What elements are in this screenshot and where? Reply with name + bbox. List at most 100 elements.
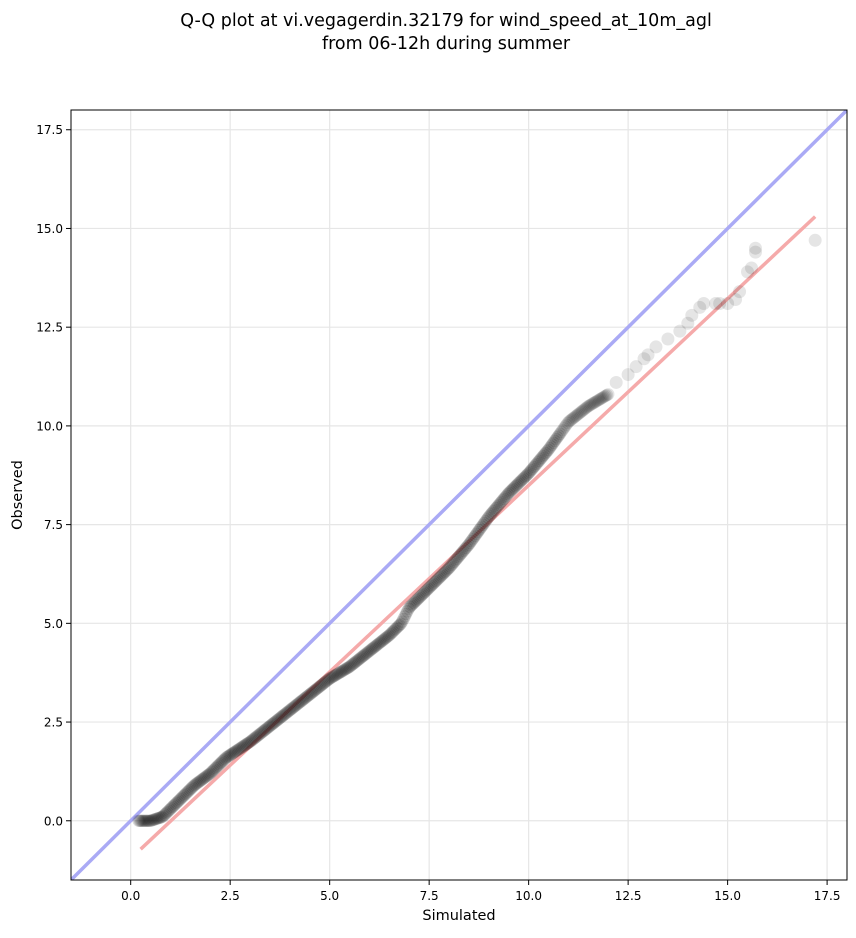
qq-point bbox=[560, 418, 573, 431]
qq-point bbox=[347, 657, 361, 670]
y-tick-label: 7.5 bbox=[44, 518, 63, 532]
qq-point bbox=[273, 712, 286, 725]
qq-point bbox=[514, 474, 528, 488]
qq-point bbox=[437, 566, 451, 580]
qq-point bbox=[492, 498, 505, 512]
qq-point bbox=[500, 489, 513, 502]
qq-point bbox=[448, 555, 461, 568]
qq-point bbox=[282, 704, 295, 718]
qq-point bbox=[453, 549, 466, 562]
qq-point bbox=[368, 640, 381, 653]
qq-point bbox=[491, 500, 504, 513]
qq-point bbox=[573, 406, 586, 420]
qq-point bbox=[227, 746, 241, 759]
qq-point bbox=[363, 644, 376, 658]
qq-point bbox=[515, 473, 529, 486]
qq-point bbox=[367, 641, 380, 655]
qq-point bbox=[222, 749, 235, 763]
qq-point bbox=[595, 391, 608, 405]
qq-point bbox=[234, 742, 247, 755]
qq-point bbox=[239, 738, 252, 751]
qq-point bbox=[155, 810, 169, 824]
qq-point bbox=[441, 563, 454, 576]
y-tick-label: 0.0 bbox=[44, 814, 63, 828]
qq-point bbox=[526, 462, 539, 475]
qq-point bbox=[577, 403, 590, 417]
x-tick-label: 17.5 bbox=[814, 889, 841, 903]
qq-point bbox=[380, 631, 393, 644]
qq-point bbox=[337, 664, 350, 677]
qq-point bbox=[586, 397, 599, 410]
qq-point bbox=[568, 411, 581, 424]
qq-point bbox=[150, 812, 164, 825]
qq-point bbox=[384, 627, 397, 641]
qq-point bbox=[342, 661, 355, 674]
qq-point bbox=[527, 460, 541, 474]
qq-point bbox=[402, 602, 415, 615]
qq-point bbox=[364, 643, 378, 657]
qq-point bbox=[183, 783, 196, 797]
qq-point bbox=[583, 398, 597, 412]
qq-point bbox=[598, 390, 611, 403]
qq-point bbox=[221, 750, 234, 764]
qq-point bbox=[566, 412, 580, 425]
qq-point bbox=[195, 773, 208, 787]
qq-point bbox=[372, 637, 385, 650]
qq-point bbox=[359, 647, 372, 661]
qq-point bbox=[466, 533, 479, 546]
qq-point bbox=[226, 747, 239, 760]
qq-point bbox=[540, 445, 554, 458]
qq-point bbox=[440, 564, 453, 577]
qq-point bbox=[406, 598, 419, 611]
qq-point bbox=[142, 814, 156, 827]
chart-subtitle: from 06-12h during summer bbox=[322, 34, 571, 54]
qq-point bbox=[145, 814, 158, 827]
y-tick-label: 17.5 bbox=[36, 123, 63, 137]
qq-point bbox=[355, 650, 368, 664]
qq-point bbox=[575, 404, 589, 418]
qq-point bbox=[405, 599, 418, 612]
qq-point bbox=[141, 814, 154, 827]
qq-point bbox=[681, 316, 695, 330]
qq-point bbox=[474, 522, 487, 535]
qq-point bbox=[629, 360, 643, 374]
qq-point bbox=[189, 777, 203, 791]
qq-point bbox=[382, 629, 396, 642]
qq-point bbox=[346, 658, 359, 671]
qq-point bbox=[564, 414, 577, 427]
qq-point bbox=[535, 451, 548, 464]
qq-point bbox=[358, 648, 371, 662]
qq-point bbox=[341, 661, 354, 675]
qq-point bbox=[132, 814, 145, 827]
qq-point bbox=[281, 706, 294, 719]
qq-point bbox=[321, 673, 334, 687]
qq-point bbox=[392, 620, 405, 633]
qq-point bbox=[502, 486, 516, 499]
qq-point bbox=[545, 438, 559, 451]
qq-point bbox=[335, 664, 349, 678]
qq-point bbox=[574, 405, 588, 419]
qq-point bbox=[393, 618, 406, 632]
qq-point bbox=[266, 717, 280, 730]
qq-point bbox=[457, 544, 470, 558]
qq-point bbox=[517, 472, 530, 485]
qq-point bbox=[390, 621, 404, 634]
qq-point bbox=[512, 477, 525, 490]
qq-point bbox=[509, 480, 522, 493]
qq-point bbox=[416, 587, 430, 601]
qq-point bbox=[251, 729, 264, 743]
qq-point bbox=[403, 600, 417, 614]
y-axis: 0.0 2.5 5.0 7.5 10.0 12.5 15.0 17.5 bbox=[36, 123, 71, 828]
qq-point bbox=[536, 449, 550, 463]
qq-point bbox=[386, 625, 400, 638]
qq-point bbox=[272, 713, 285, 726]
qq-point bbox=[493, 497, 507, 510]
qq-point bbox=[497, 492, 511, 506]
qq-point bbox=[748, 241, 762, 255]
qq-point bbox=[508, 481, 521, 494]
qq-point bbox=[315, 679, 328, 692]
qq-point bbox=[256, 725, 269, 739]
qq-point bbox=[388, 624, 401, 637]
qq-point bbox=[532, 454, 546, 468]
qq-point bbox=[304, 687, 318, 700]
